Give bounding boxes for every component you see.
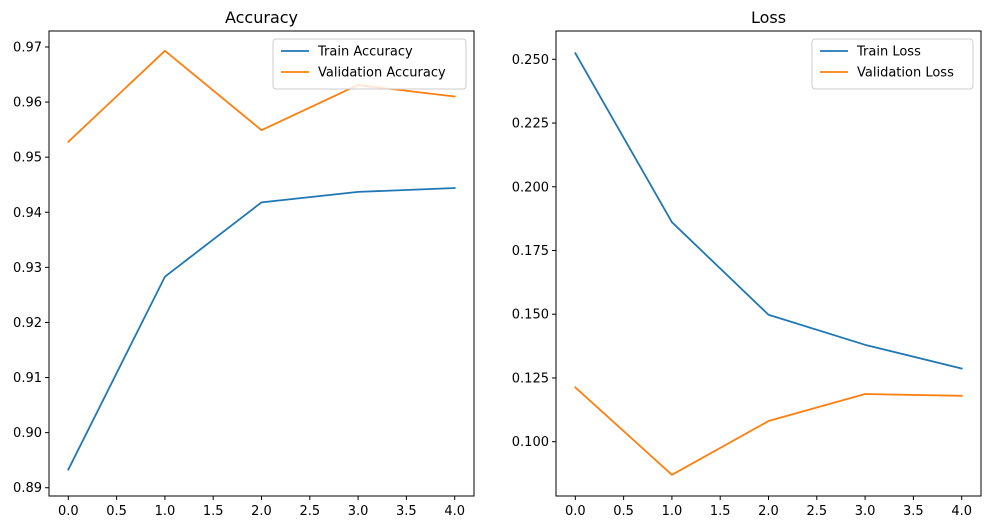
accuracy-x-tick-label: 3.0: [348, 504, 369, 519]
loss-y-tick-label: 0.200: [512, 180, 549, 195]
loss-y-tick-label: 0.250: [512, 53, 549, 68]
accuracy-y-tick-label: 0.90: [13, 426, 42, 441]
accuracy-y-tick-label: 0.93: [13, 261, 42, 276]
loss-y-tick-label: 0.125: [512, 371, 549, 386]
loss-axes: Loss 0.0 0.5 1.0 1.5 2.0 2.5 3.0 3.5 4.0 0.100 0.12…: [512, 8, 982, 519]
loss-y-tick-label: 0.175: [512, 244, 549, 259]
loss-legend-box: [811, 38, 974, 90]
accuracy-legend-label: Validation Accuracy: [318, 66, 446, 81]
accuracy-title: Accuracy: [225, 8, 298, 27]
accuracy-y-tick-label: 0.96: [13, 96, 42, 111]
loss-x-tick-label: 4.0: [951, 504, 972, 519]
accuracy-y-tick-label: 0.95: [13, 151, 42, 166]
accuracy-y-tick-label: 0.89: [13, 481, 42, 496]
loss-y-tick-label: 0.150: [512, 308, 549, 323]
accuracy-x-tick-label: 2.5: [299, 504, 320, 519]
accuracy-legend-box: [272, 38, 467, 90]
accuracy-legend: Train Accuracy Validation Accuracy: [272, 38, 467, 90]
loss-x-tick-label: 2.5: [806, 504, 827, 519]
loss-x-tick-label: 2.0: [758, 504, 779, 519]
accuracy-legend-label: Train Accuracy: [317, 45, 413, 60]
accuracy-x-tick-label: 0.0: [58, 504, 79, 519]
loss-x-tick-label: 3.0: [855, 504, 876, 519]
loss-y-tick-label: 0.225: [512, 117, 549, 132]
loss-series-validation-loss: [574, 386, 963, 476]
loss-x-tick-label: 0.0: [565, 504, 586, 519]
loss-legend-label: Train Loss: [856, 45, 921, 60]
accuracy-x-tick-label: 2.0: [251, 504, 272, 519]
loss-x-tick-label: 1.0: [662, 504, 683, 519]
loss-series-train-loss: [574, 51, 963, 370]
accuracy-x-tick-label: 4.0: [444, 504, 465, 519]
loss-x-tick-label: 0.5: [613, 504, 634, 519]
accuracy-y-tick-label: 0.97: [13, 40, 42, 55]
loss-title: Loss: [751, 8, 786, 27]
accuracy-axes: Accuracy 0.0 0.5 1.0 1.5 2.0 2.5 3.0 3.5 4.0 0.89 0…: [13, 8, 475, 519]
accuracy-x-tick-label: 3.5: [396, 504, 417, 519]
accuracy-y-tick-label: 0.92: [13, 316, 42, 331]
loss-legend-label: Validation Loss: [857, 66, 954, 81]
accuracy-axes-frame: [48, 30, 475, 497]
accuracy-x-tick-label: 1.5: [203, 504, 224, 519]
loss-axes-frame: [555, 30, 982, 497]
loss-legend: Train Loss Validation Loss: [811, 38, 974, 90]
accuracy-x-tick-label: 0.5: [106, 504, 127, 519]
accuracy-y-tick-label: 0.91: [13, 371, 42, 386]
loss-x-tick-label: 3.5: [903, 504, 924, 519]
accuracy-x-tick-label: 1.0: [155, 504, 176, 519]
accuracy-series-train-accuracy: [67, 187, 456, 471]
accuracy-y-tick-label: 0.94: [13, 206, 42, 221]
loss-x-tick-label: 1.5: [710, 504, 731, 519]
loss-y-tick-label: 0.100: [512, 435, 549, 450]
